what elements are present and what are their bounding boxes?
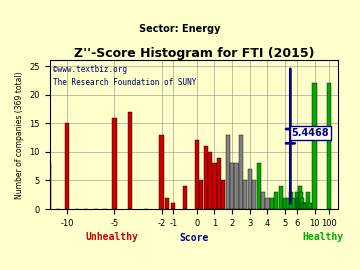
Bar	[298, 186, 302, 209]
Bar	[112, 117, 117, 209]
Bar	[297, 198, 301, 209]
Bar	[296, 198, 300, 209]
Bar	[306, 192, 310, 209]
Bar	[195, 140, 199, 209]
Bar	[183, 186, 187, 209]
Bar	[221, 180, 225, 209]
Bar	[301, 203, 306, 209]
Bar	[243, 180, 247, 209]
Title: Z''-Score Histogram for FTI (2015): Z''-Score Histogram for FTI (2015)	[74, 48, 314, 60]
Bar	[327, 83, 331, 209]
Bar	[257, 163, 261, 209]
Text: ©www.textbiz.org: ©www.textbiz.org	[53, 65, 127, 74]
Bar	[165, 198, 170, 209]
Bar	[208, 152, 212, 209]
Bar	[270, 198, 274, 209]
Bar	[212, 163, 217, 209]
Bar	[248, 169, 252, 209]
Bar	[217, 158, 221, 209]
Bar	[261, 192, 265, 209]
Bar	[308, 203, 312, 209]
Bar	[302, 203, 307, 209]
Bar	[279, 186, 283, 209]
Text: Unhealthy: Unhealthy	[85, 232, 138, 242]
Bar	[252, 180, 256, 209]
Bar	[234, 163, 239, 209]
Bar	[295, 192, 299, 209]
Text: Healthy: Healthy	[303, 232, 344, 242]
Bar	[226, 135, 230, 209]
Bar	[159, 135, 163, 209]
Bar	[312, 83, 316, 209]
Text: Sector: Energy: Sector: Energy	[139, 24, 221, 34]
Bar	[292, 198, 296, 209]
Bar	[283, 198, 287, 209]
X-axis label: Score: Score	[179, 233, 208, 243]
Bar	[299, 192, 303, 209]
Bar	[289, 192, 293, 209]
Bar	[204, 146, 208, 209]
Bar	[274, 192, 278, 209]
Bar	[300, 198, 305, 209]
Bar	[128, 112, 132, 209]
Bar	[239, 135, 243, 209]
Bar	[66, 123, 69, 209]
Text: The Research Foundation of SUNY: The Research Foundation of SUNY	[53, 78, 196, 87]
Bar	[286, 198, 290, 209]
Bar	[303, 203, 308, 209]
Bar	[46, 163, 51, 209]
Bar	[199, 180, 203, 209]
Y-axis label: Number of companies (369 total): Number of companies (369 total)	[15, 71, 24, 198]
Bar	[171, 203, 175, 209]
Bar	[230, 163, 234, 209]
Text: 5.4468: 5.4468	[292, 128, 329, 138]
Bar	[265, 198, 270, 209]
